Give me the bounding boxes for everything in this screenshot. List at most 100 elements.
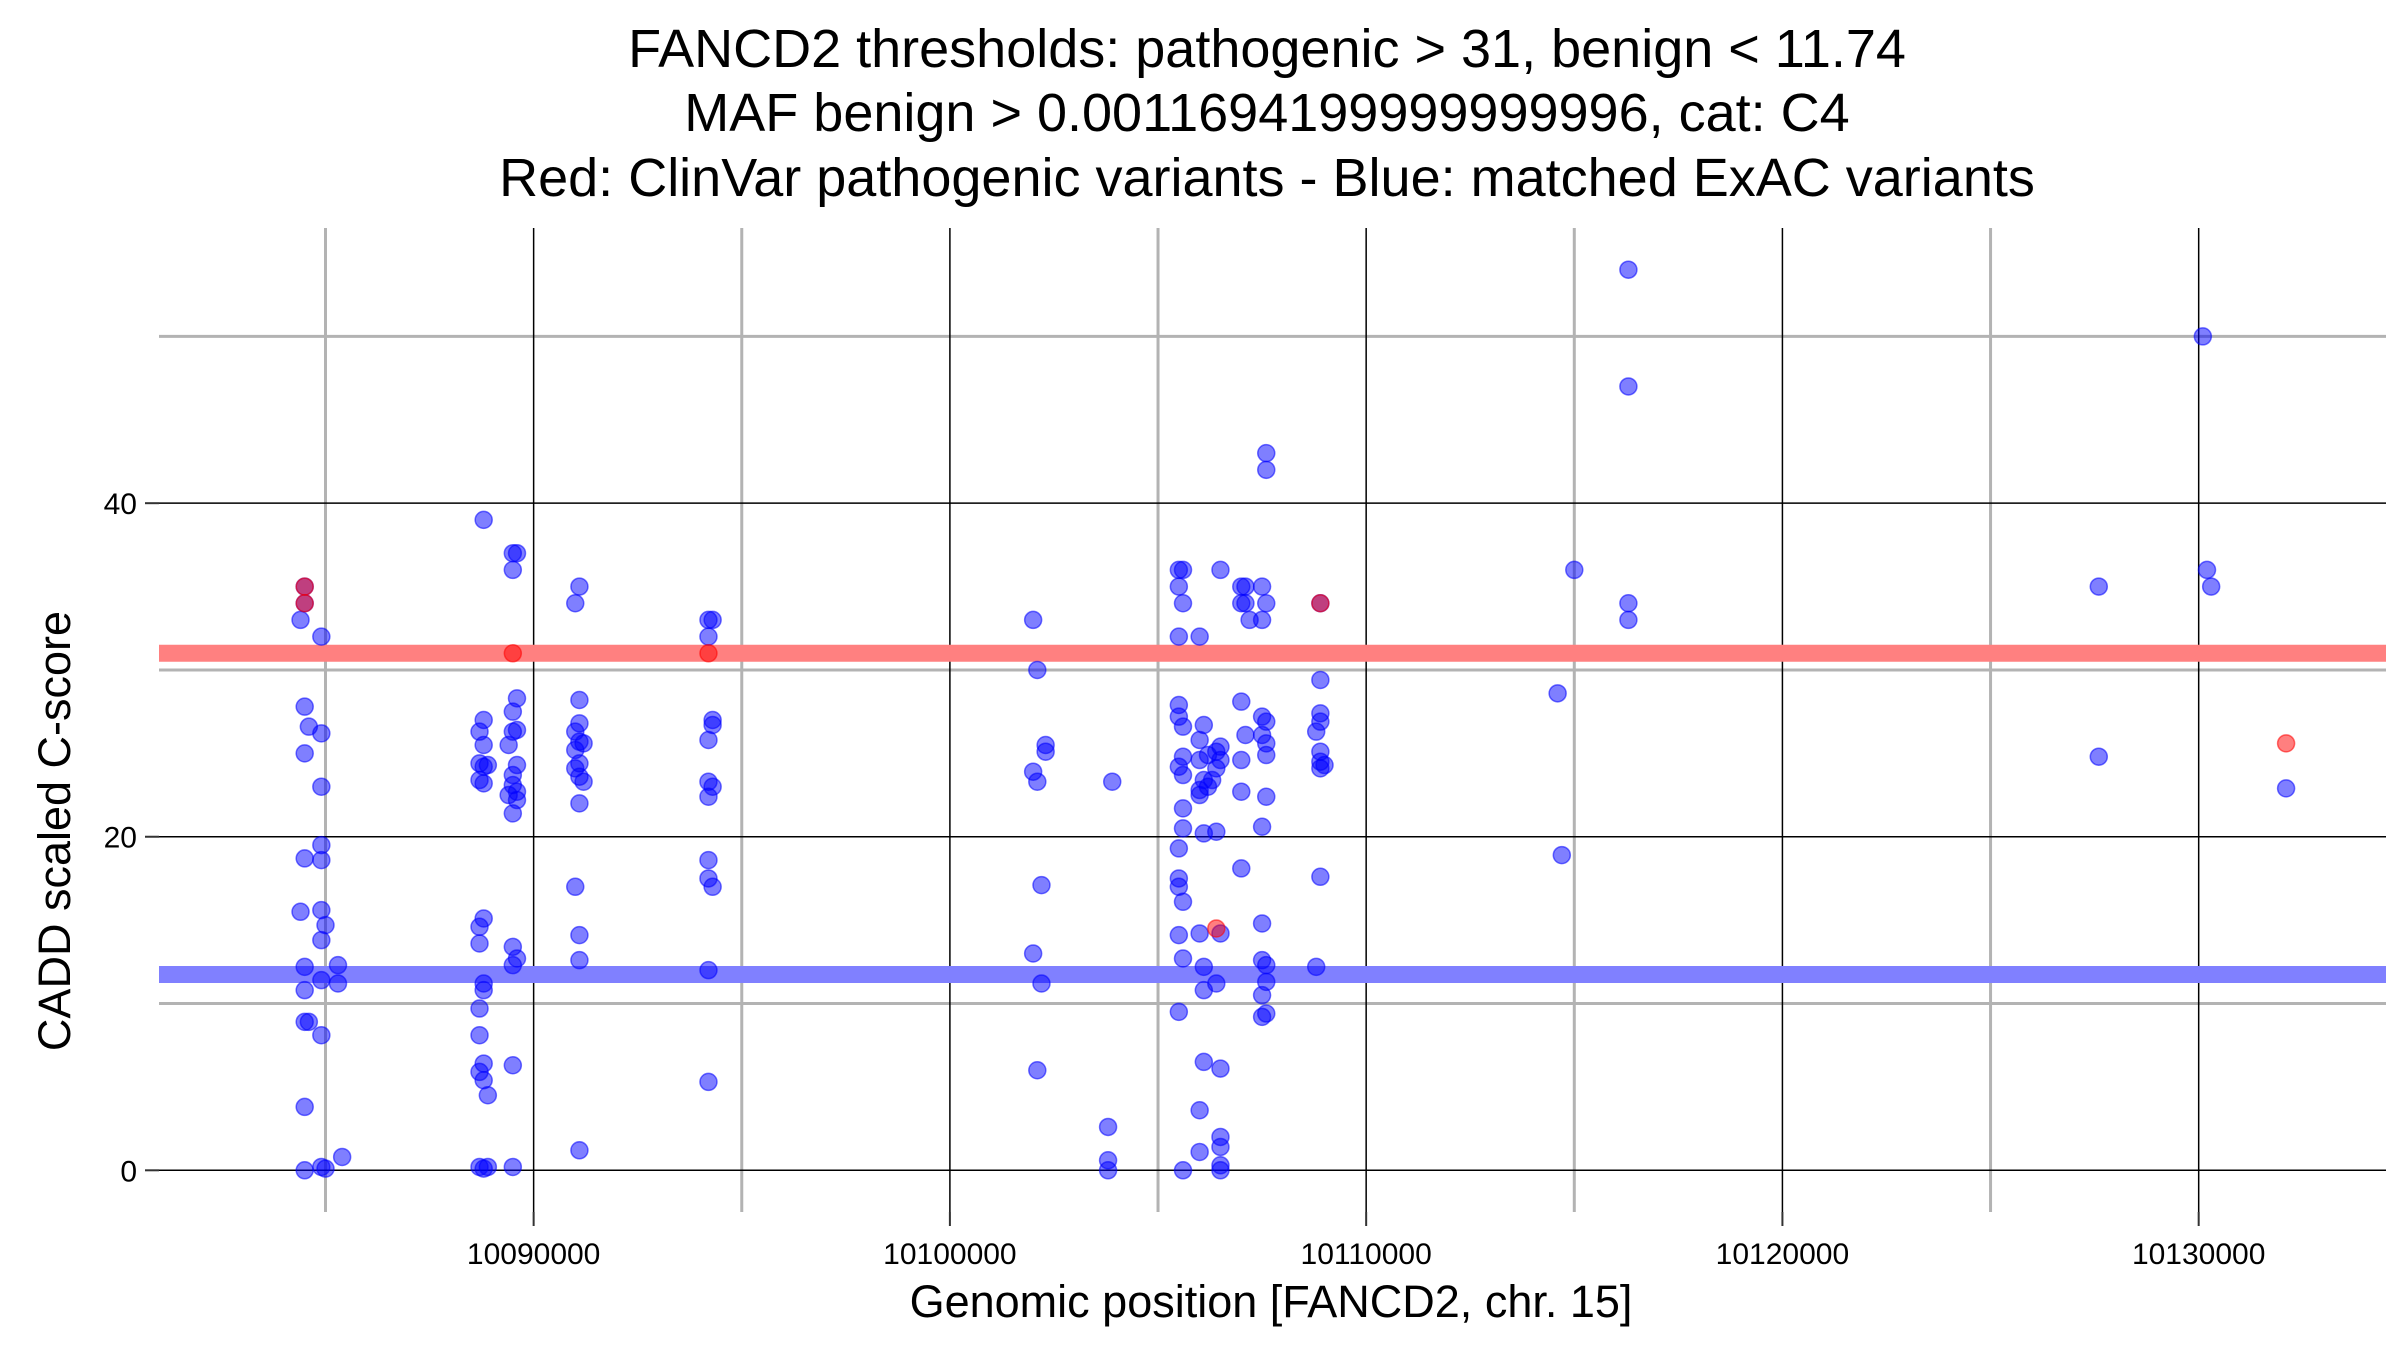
exac-point — [291, 610, 310, 630]
exac-point — [1190, 1142, 1209, 1162]
exac-point — [1311, 759, 1330, 778]
exac-point — [478, 1157, 498, 1177]
exac-point — [1173, 819, 1193, 838]
exac-point — [478, 755, 498, 775]
exac-point — [312, 627, 331, 646]
exac-point — [699, 960, 718, 980]
exac-point — [1236, 577, 1255, 596]
exac-point — [1548, 684, 1567, 703]
exac-point — [1257, 443, 1276, 463]
exac-point — [1257, 460, 1276, 480]
exac-point — [1252, 1007, 1272, 1027]
y-tick-label: 40 — [104, 488, 137, 521]
exac-point — [1194, 957, 1214, 977]
exac-point — [1102, 772, 1122, 791]
exac-point — [2201, 577, 2221, 596]
exac-point — [503, 1157, 523, 1177]
exac-point — [1232, 692, 1251, 711]
exac-point — [312, 1025, 331, 1045]
exac-point — [474, 710, 493, 730]
exac-point — [1028, 660, 1047, 680]
exac-point — [699, 850, 718, 870]
exac-point — [2089, 577, 2109, 596]
exac-point — [295, 697, 314, 716]
exac-point — [570, 690, 589, 710]
exac-point — [1207, 822, 1226, 841]
exac-point — [295, 980, 314, 1000]
exac-point — [295, 1161, 314, 1180]
exac-point — [312, 777, 331, 796]
title-line-1: FANCD2 thresholds: pathogenic > 31, beni… — [628, 19, 1906, 79]
exac-point — [1190, 730, 1209, 750]
exac-point — [1232, 782, 1251, 801]
exac-point — [1098, 1117, 1118, 1137]
exac-point — [1236, 725, 1255, 745]
exac-point — [507, 543, 527, 563]
y-tick-label: 0 — [120, 1155, 137, 1188]
exac-point — [1173, 892, 1193, 912]
exac-point — [1032, 974, 1051, 993]
exac-point — [2197, 560, 2217, 580]
exac-point — [1173, 717, 1193, 736]
exac-point — [699, 730, 718, 750]
exac-point — [1619, 260, 1638, 279]
exac-point — [1211, 1161, 1230, 1180]
exac-point — [1619, 377, 1638, 396]
exac-point — [1028, 1060, 1047, 1080]
exac-point — [1036, 742, 1055, 761]
x-tick-label: 10100000 — [883, 1238, 1016, 1271]
exac-point — [2089, 747, 2109, 766]
minor-grid — [159, 228, 2386, 1212]
x-axis-label: Genomic position [FANCD2, chr. 15] — [910, 1276, 1633, 1327]
y-axis-ticks: 0 20 40 — [104, 488, 159, 1188]
exac-point — [1232, 859, 1251, 878]
y-tick-label: 20 — [104, 822, 137, 855]
exac-point — [1311, 670, 1330, 690]
threshold-lines — [159, 644, 2386, 984]
exac-point — [1252, 914, 1272, 933]
exac-point — [474, 980, 493, 1000]
exac-point — [1173, 799, 1193, 818]
exac-point — [470, 917, 489, 937]
x-tick-label: 10130000 — [2132, 1238, 2265, 1271]
exac-point — [503, 955, 523, 975]
exac-point — [570, 950, 589, 970]
title-line-3: Red: ClinVar pathogenic variants - Blue:… — [499, 148, 2035, 208]
exac-point — [1252, 577, 1272, 596]
exac-point — [1311, 867, 1330, 887]
exac-point — [1252, 610, 1272, 630]
exac-point — [1169, 925, 1189, 945]
exac-point — [2276, 779, 2296, 798]
exac-point — [1202, 770, 1222, 790]
exac-point — [574, 734, 593, 753]
clinvar-point — [1311, 594, 1330, 613]
exac-point — [1194, 1052, 1214, 1072]
exac-point — [1211, 560, 1230, 580]
points-layer — [291, 260, 2296, 1180]
exac-point — [312, 850, 331, 870]
exac-point — [503, 702, 523, 721]
exac-point — [1211, 1059, 1230, 1078]
exac-point — [1169, 839, 1189, 858]
chart-title: FANCD2 thresholds: pathogenic > 31, beni… — [499, 19, 2035, 208]
exac-point — [474, 735, 493, 755]
title-line-2: MAF benign > 0.0011694199999999996, cat:… — [684, 83, 1849, 143]
exac-point — [574, 772, 593, 791]
exac-point — [1190, 627, 1209, 646]
exac-point — [299, 1012, 319, 1032]
exac-point — [503, 560, 523, 580]
clinvar-point — [1207, 919, 1226, 938]
exac-point — [1306, 722, 1326, 741]
exac-point — [1552, 845, 1572, 865]
exac-point — [312, 724, 331, 743]
x-tick-label: 10120000 — [1716, 1238, 1849, 1271]
exac-point — [1565, 560, 1584, 580]
exac-point — [699, 787, 718, 806]
exac-point — [1169, 1002, 1189, 1022]
exac-point — [332, 1147, 352, 1167]
exac-point — [1252, 985, 1272, 1005]
exac-point — [295, 849, 314, 868]
exac-point — [474, 774, 493, 793]
exac-point — [1032, 875, 1051, 895]
